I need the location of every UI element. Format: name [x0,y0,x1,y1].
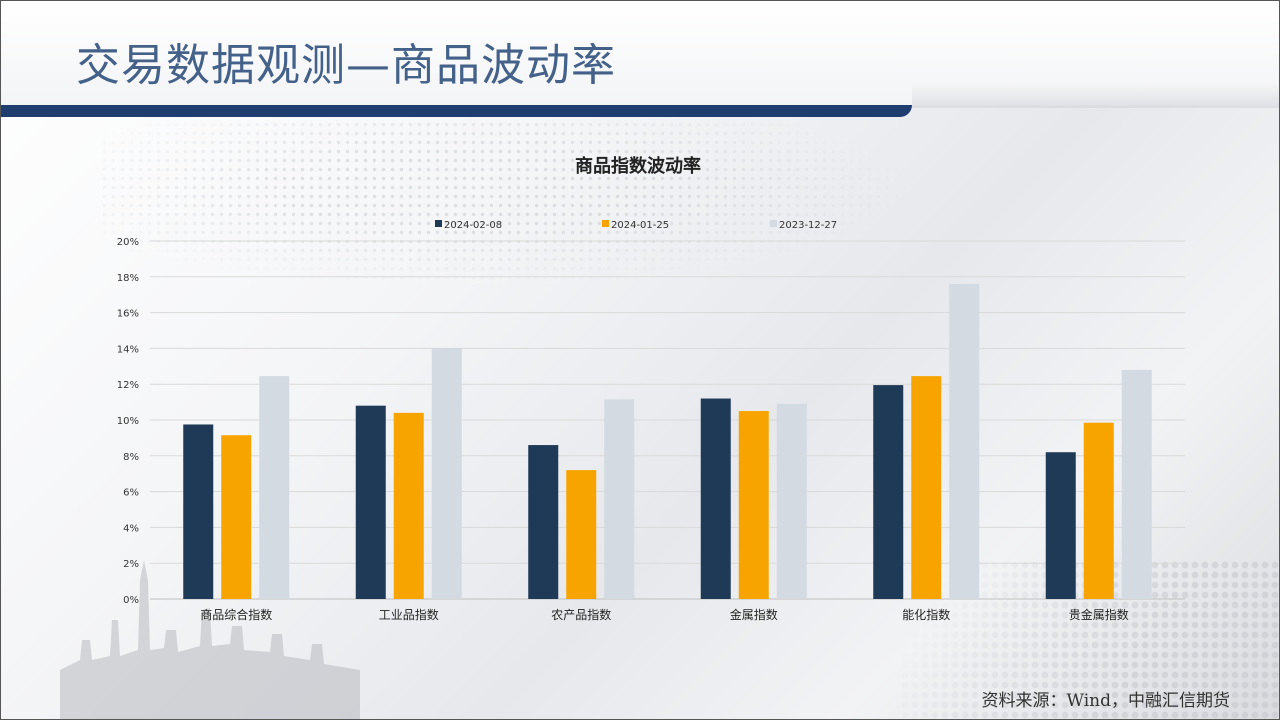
legend-swatch [602,220,609,227]
x-axis: 商品综合指数 工业品指数 农产品指数 金属指数 能化指数 贵金属指数 [200,607,1129,622]
x-tick-label: 商品综合指数 [200,607,272,622]
bar-1-6 [1045,452,1076,599]
y-tick-label: 2% [123,559,139,570]
x-tick-label: 能化指数 [902,607,950,622]
y-tick-label: 12% [117,380,139,391]
legend-swatch [435,220,442,227]
y-tick-label: 6% [123,488,139,499]
bar-3-5 [949,283,980,599]
header-bar-shadow [912,82,1280,108]
page-title: 交易数据观测—商品波动率 [76,40,616,91]
chart-bars [183,283,1152,599]
bar-3-3 [604,399,635,599]
y-tick-label: 16% [117,309,139,320]
x-tick-label: 金属指数 [730,607,778,622]
bar-2-3 [566,470,597,599]
bar-1-5 [873,385,904,599]
bar-3-2 [431,348,462,599]
x-tick-label: 农产品指数 [551,607,611,622]
y-tick-label: 14% [117,344,139,355]
bar-1-3 [528,445,559,599]
legend-item: 2024-01-25 [602,220,669,231]
bar-2-2 [393,412,424,599]
legend-label: 2024-02-08 [444,220,502,231]
bar-3-1 [259,376,290,599]
bar-3-4 [776,403,807,599]
legend-label: 2023-12-27 [779,220,837,231]
y-tick-label: 8% [123,452,139,463]
data-source-note: 资料来源：Wind，中融汇信期货 [981,691,1230,711]
legend-label: 2024-01-25 [611,220,669,231]
chart-legend: 2024-02-08 2024-01-25 2023-12-27 [435,220,837,231]
chart-title: 商品指数波动率 [575,155,701,177]
chart-gridlines [150,240,1185,600]
legend-swatch [770,220,777,227]
world-map-dots-decoration [100,120,920,290]
y-tick-label: 4% [123,523,139,534]
y-tick-label: 0% [123,595,139,606]
header-bar [0,105,912,117]
x-tick-label: 贵金属指数 [1069,607,1129,622]
bar-3-6 [1121,369,1152,599]
y-tick-label: 20% [117,237,139,248]
bar-1-2 [355,405,386,599]
bar-2-6 [1083,422,1114,599]
legend-item: 2023-12-27 [770,220,837,231]
y-tick-label: 10% [117,416,139,427]
y-tick-label: 18% [117,273,139,284]
y-axis: 0% 2% 4% 6% 8% 10% 12% 14% 16% 18% 20% [117,237,139,606]
x-tick-label: 工业品指数 [379,607,439,622]
city-skyline-decoration [60,560,360,720]
legend-item: 2024-02-08 [435,220,502,231]
bar-1-1 [183,424,214,599]
bar-2-4 [738,411,769,599]
bar-1-4 [700,398,731,599]
bar-2-5 [911,376,942,599]
bar-2-1 [221,435,252,599]
